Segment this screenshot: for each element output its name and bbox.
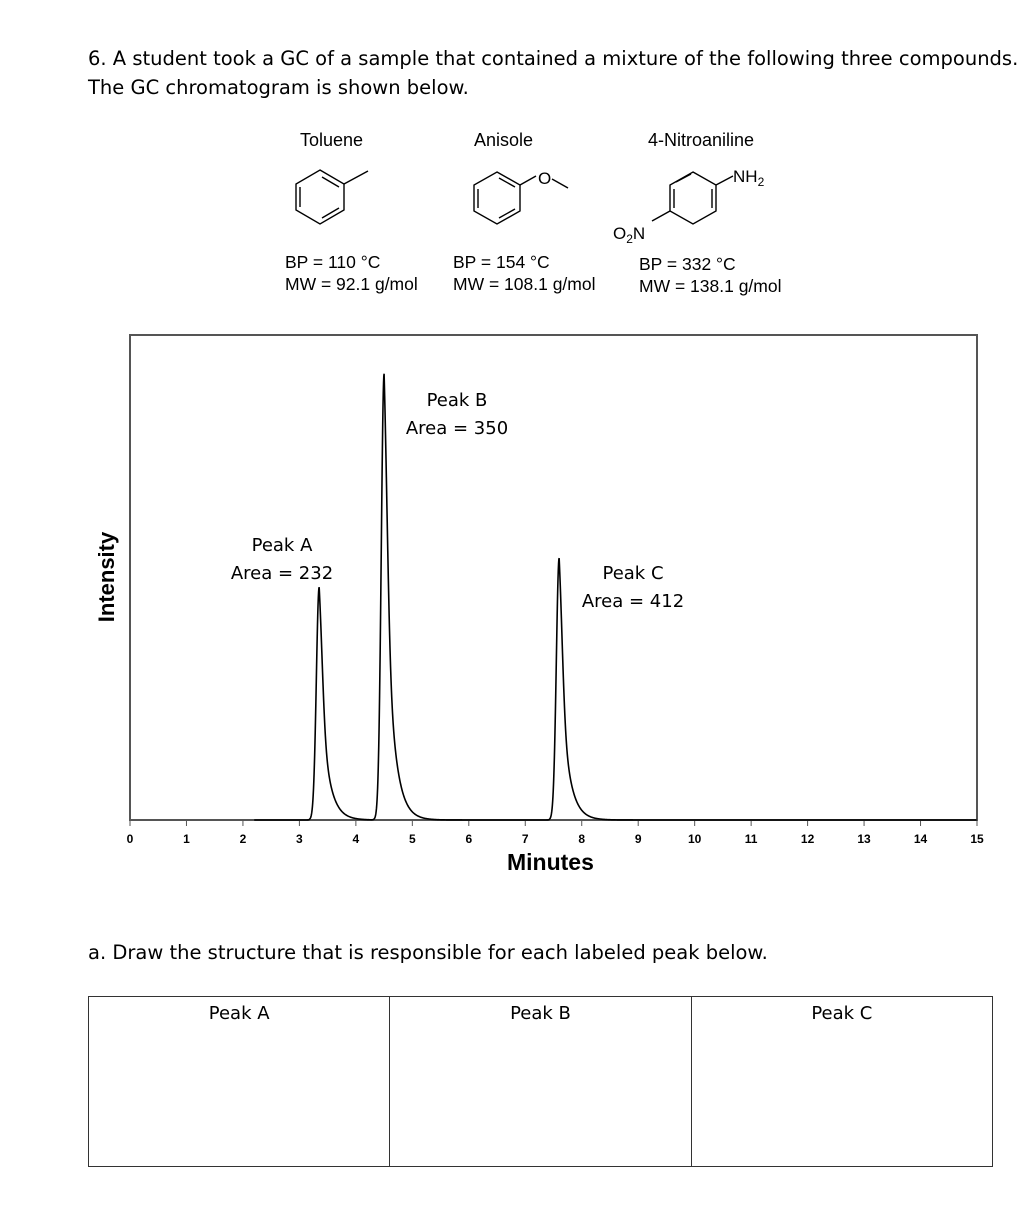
answer-cell-peak-b[interactable]: Peak B (389, 996, 692, 1167)
anisole-structure (473, 171, 569, 225)
question-line-1: 6. A student took a GC of a sample that … (88, 47, 1018, 70)
chromatogram-chart: 0 1 2 3 4 5 6 7 8 9 10 11 12 13 14 15 (127, 334, 984, 846)
x-tick-label: 6 (465, 832, 472, 846)
answer-header-peak-c: Peak C (811, 1003, 873, 1024)
answer-header-peak-a: Peak A (208, 1003, 270, 1024)
x-tick-label: 3 (296, 832, 303, 846)
x-tick-label: 11 (745, 832, 758, 846)
x-tick-label: 13 (857, 832, 871, 846)
anisole-properties: BP = 154 °C MW = 108.1 g/mol (453, 251, 596, 295)
structures-figure: O NH2 O2N (295, 167, 765, 246)
nitroaniline-structure (651, 171, 734, 225)
peak-a-label: Peak A (251, 535, 313, 556)
compound-name-nitroaniline: 4-Nitroaniline (648, 130, 755, 150)
x-tick-label: 0 (127, 832, 134, 846)
peak-c-label: Peak C (602, 563, 664, 584)
peak-b-area: Area = 350 (405, 418, 509, 439)
peak-c-area: Area = 412 (581, 591, 685, 612)
plot-frame (129, 334, 978, 821)
peak-b-annotation: Peak B Area = 350 (397, 387, 517, 443)
nitroaniline-mw: MW = 138.1 g/mol (639, 276, 782, 296)
anisole-bp: BP = 154 °C (453, 252, 550, 272)
x-tick-label: 12 (801, 832, 815, 846)
compound-name-anisole: Anisole (474, 130, 534, 150)
x-tick-label: 14 (914, 832, 928, 846)
x-tick-label: 15 (970, 832, 984, 846)
y-axis-label: Intensity (94, 531, 119, 623)
peak-a-area: Area = 232 (230, 563, 334, 584)
x-tick-label: 4 (353, 832, 360, 846)
chromatogram-trace (254, 373, 977, 821)
answer-header-peak-b: Peak B (510, 1003, 571, 1024)
peak-a-annotation: Peak A Area = 232 (222, 532, 342, 588)
peak-b-label: Peak B (426, 390, 488, 411)
answer-cell-peak-c[interactable]: Peak C (690, 996, 994, 1167)
question-line-2: The GC chromatogram is shown below. (88, 76, 469, 99)
anisole-oxygen-label: O (538, 169, 551, 188)
x-tick-label: 8 (578, 832, 585, 846)
x-tick-label: 5 (409, 832, 416, 846)
toluene-structure (295, 169, 369, 225)
x-tick-label: 1 (183, 832, 190, 846)
question-text: 6. A student took a GC of a sample that … (88, 44, 1018, 102)
nitroaniline-properties: BP = 332 °C MW = 138.1 g/mol (639, 253, 782, 297)
peak-c-annotation: Peak C Area = 412 (573, 560, 693, 616)
x-tick-label: 7 (522, 832, 529, 846)
x-tick-label: 9 (635, 832, 642, 846)
toluene-mw: MW = 92.1 g/mol (285, 274, 418, 294)
x-tick-label: 10 (688, 832, 702, 846)
answer-table: Peak A Peak B Peak C (87, 996, 994, 1167)
nitroaniline-bp: BP = 332 °C (639, 254, 736, 274)
amine-group-label: NH2 (733, 167, 765, 189)
nitro-group-label: O2N (613, 224, 645, 246)
compound-name-toluene: Toluene (300, 130, 364, 150)
x-axis-ticks: 0 1 2 3 4 5 6 7 8 9 10 11 12 13 14 15 (127, 820, 984, 846)
part-a-prompt: a. Draw the structure that is responsibl… (88, 941, 768, 964)
answer-cell-peak-a[interactable]: Peak A (87, 996, 391, 1167)
toluene-properties: BP = 110 °C MW = 92.1 g/mol (285, 251, 418, 295)
anisole-mw: MW = 108.1 g/mol (453, 274, 596, 294)
x-tick-label: 2 (240, 832, 247, 846)
x-axis-label: Minutes (507, 849, 594, 875)
toluene-bp: BP = 110 °C (285, 252, 381, 272)
